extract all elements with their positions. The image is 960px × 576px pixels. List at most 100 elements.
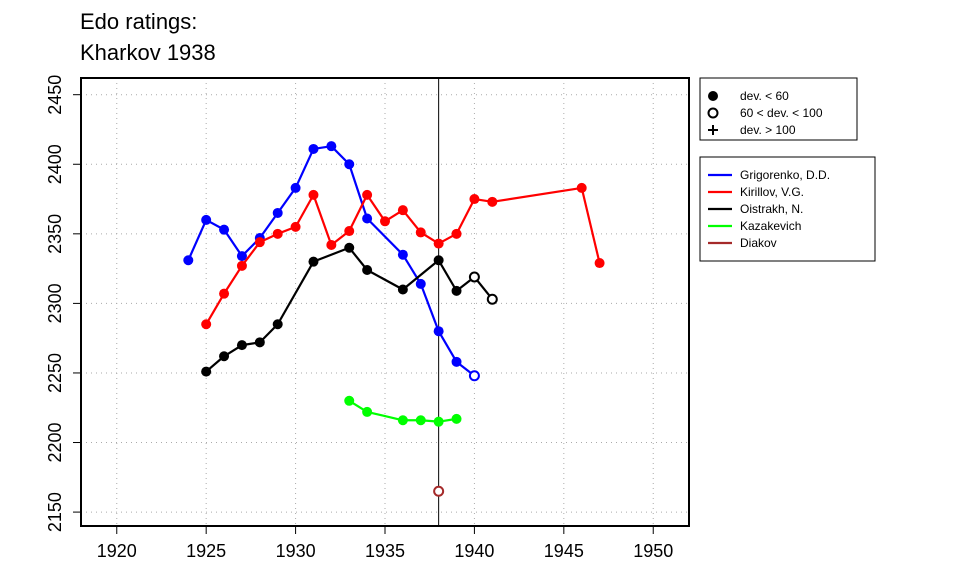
data-point	[469, 194, 480, 205]
series-2-segment	[313, 246, 350, 263]
data-point	[344, 242, 355, 253]
y-axis: 2150 2200 2250 2300 2350 2400 2450	[45, 75, 81, 532]
data-point	[468, 370, 480, 382]
data-point	[201, 366, 212, 377]
series-1-segment	[580, 187, 601, 264]
series-1-segment	[312, 194, 333, 246]
data-point	[451, 228, 462, 239]
data-point	[344, 226, 355, 237]
data-point	[415, 278, 426, 289]
series-0-segment	[348, 163, 369, 219]
data-point	[236, 251, 247, 262]
series-0-segment	[419, 283, 440, 332]
data-point	[272, 319, 283, 330]
data-point	[290, 221, 301, 232]
data-point	[183, 255, 194, 266]
series-legend-label: Oistrakh, N.	[740, 202, 803, 216]
data-point	[433, 485, 445, 497]
series-0-segment	[276, 187, 297, 214]
data-point	[433, 255, 444, 266]
data-point	[308, 189, 319, 200]
data-point	[362, 189, 373, 200]
data-point	[219, 288, 230, 299]
data-point	[415, 227, 426, 238]
data-point	[362, 265, 373, 275]
data-point	[201, 319, 212, 330]
chart-title-line-1: Edo ratings:	[80, 9, 198, 34]
series-0-segment	[258, 212, 279, 239]
data-point	[272, 228, 283, 239]
series-1-segment	[205, 293, 226, 325]
series-1-segment	[492, 186, 582, 203]
series-layer	[183, 141, 605, 497]
data-point	[468, 271, 480, 283]
series-0-segment	[294, 148, 315, 189]
chart-title-line-2: Kharkov 1938	[80, 40, 216, 65]
x-axis: 1920 1925 1930 1935 1940 1945 1950	[97, 526, 673, 561]
x-tick-label-1945: 1945	[544, 541, 584, 561]
y-tick-label-2350: 2350	[45, 214, 65, 254]
x-tick-label-1950: 1950	[633, 541, 673, 561]
x-tick-label-1925: 1925	[186, 541, 226, 561]
series-2-segment	[366, 269, 404, 291]
series-2-segment	[437, 259, 458, 292]
data-point	[397, 415, 408, 426]
marker-legend-box	[699, 77, 858, 141]
series-1-segment	[366, 194, 386, 222]
data-point	[451, 413, 462, 424]
data-point	[397, 205, 408, 216]
y-tick-label-2450: 2450	[45, 75, 65, 115]
x-tick-label-1930: 1930	[276, 541, 316, 561]
series-3-segment	[366, 410, 404, 422]
data-point	[362, 213, 373, 224]
data-point	[487, 196, 498, 207]
data-point	[308, 143, 319, 154]
series-legend-label: Kazakevich	[740, 219, 801, 233]
x-tick-label-1940: 1940	[454, 541, 494, 561]
series-1-segment	[294, 194, 315, 228]
y-tick-label-2250: 2250	[45, 353, 65, 393]
series-1	[201, 182, 605, 330]
data-point	[290, 182, 301, 193]
series-3	[344, 395, 462, 427]
data-point	[272, 207, 283, 218]
y-tick-label-2200: 2200	[45, 422, 65, 462]
data-point	[486, 293, 498, 305]
series-0-segment	[366, 217, 404, 256]
series-1-segment	[455, 198, 476, 235]
series-0-segment	[437, 330, 458, 363]
series-2-segment	[276, 261, 315, 325]
marker-legend-label: dev. > 100	[740, 123, 796, 137]
legend-filled-circle-icon	[708, 91, 718, 101]
x-tick-label-1935: 1935	[365, 541, 405, 561]
data-point	[433, 416, 444, 427]
x-tick-label-1920: 1920	[97, 541, 137, 561]
data-point	[362, 406, 373, 417]
series-4	[433, 485, 445, 497]
grid-lines	[81, 78, 689, 526]
data-point	[433, 326, 444, 337]
data-point	[201, 214, 212, 225]
data-point	[326, 141, 337, 152]
series-legend-label: Diakov	[740, 236, 777, 250]
data-point	[576, 182, 587, 193]
marker-legend-label: 60 < dev. < 100	[740, 106, 823, 120]
data-point	[344, 159, 355, 170]
data-point	[451, 285, 462, 296]
data-point	[433, 238, 444, 249]
y-tick-label-2400: 2400	[45, 144, 65, 184]
data-point	[415, 415, 426, 426]
data-point	[308, 256, 319, 267]
marker-legend: dev. < 60 60 < dev. < 100 dev. > 100	[699, 77, 858, 141]
data-point	[380, 216, 390, 227]
data-point	[236, 260, 247, 271]
data-point	[594, 258, 605, 269]
data-point	[219, 224, 230, 235]
data-point	[236, 340, 247, 351]
series-0	[183, 141, 480, 382]
data-point	[344, 395, 355, 406]
series-legend: Grigorenko, D.D. Kirillov, V.G. Oistrakh, …	[699, 156, 876, 262]
series-0-segment	[223, 229, 243, 257]
data-point	[219, 351, 230, 362]
